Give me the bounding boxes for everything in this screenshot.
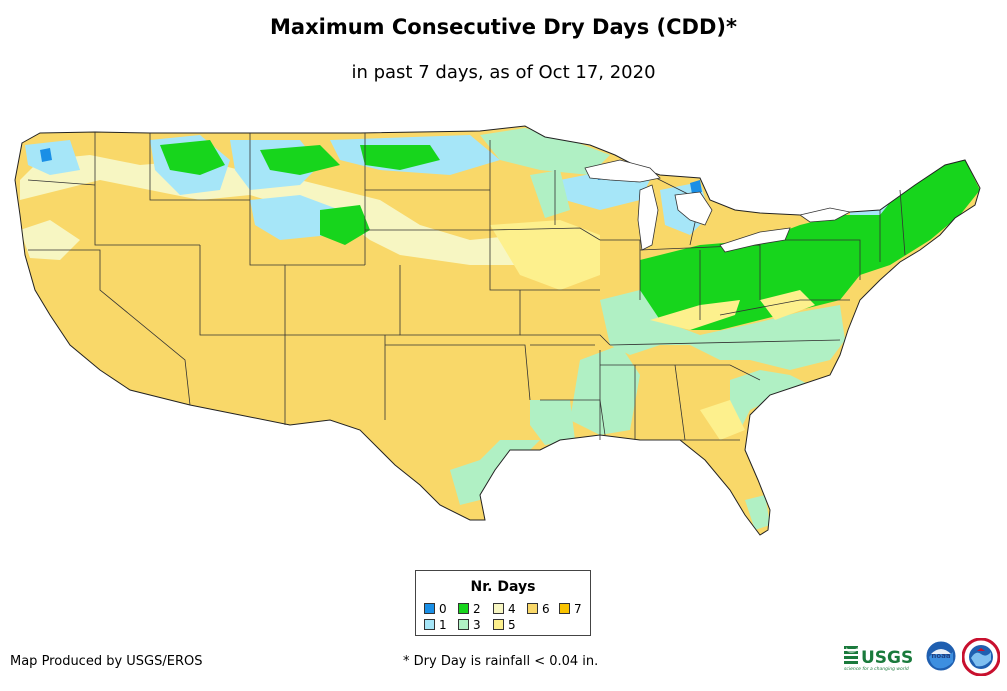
legend-swatch bbox=[559, 603, 570, 614]
legend-label: 1 bbox=[439, 618, 447, 632]
map-credit: Map Produced by USGS/EROS bbox=[10, 654, 203, 669]
us-outline bbox=[14, 125, 981, 536]
map-title: Maximum Consecutive Dry Days (CDD)* bbox=[270, 15, 737, 39]
legend-swatch bbox=[424, 619, 435, 630]
map-subtitle: in past 7 days, as of Oct 17, 2020 bbox=[351, 62, 656, 83]
legend: Nr. Days 0 1 2 3 4 5 6 7 bbox=[415, 570, 591, 636]
legend-swatch bbox=[493, 619, 504, 630]
legend-swatch bbox=[458, 603, 469, 614]
usgs-tagline: science for a changing world bbox=[844, 666, 909, 672]
legend-title: Nr. Days bbox=[470, 579, 536, 595]
great-lakes bbox=[584, 159, 852, 253]
legend-label: 7 bbox=[574, 602, 582, 616]
legend-swatch bbox=[458, 619, 469, 630]
legend-label: 2 bbox=[473, 602, 481, 616]
legend-label: 3 bbox=[473, 618, 481, 632]
nws-logo bbox=[962, 638, 1000, 676]
legend-swatch bbox=[527, 603, 538, 614]
legend-swatch bbox=[424, 603, 435, 614]
dry-day-footnote: * Dry Day is rainfall < 0.04 in. bbox=[403, 654, 599, 669]
noaa-wordmark: noaa bbox=[931, 652, 951, 660]
usgs-wordmark: USGS bbox=[861, 648, 913, 668]
usgs-logo: USGS science for a changing world bbox=[844, 646, 913, 672]
legend-label: 6 bbox=[542, 602, 550, 616]
legend-label: 0 bbox=[439, 602, 447, 616]
cdd-shading bbox=[15, 126, 980, 535]
legend-swatch bbox=[493, 603, 504, 614]
legend-label: 4 bbox=[508, 602, 516, 616]
legend-label: 5 bbox=[508, 618, 516, 632]
noaa-logo: noaa bbox=[925, 640, 957, 672]
state-boundaries bbox=[27, 132, 906, 441]
